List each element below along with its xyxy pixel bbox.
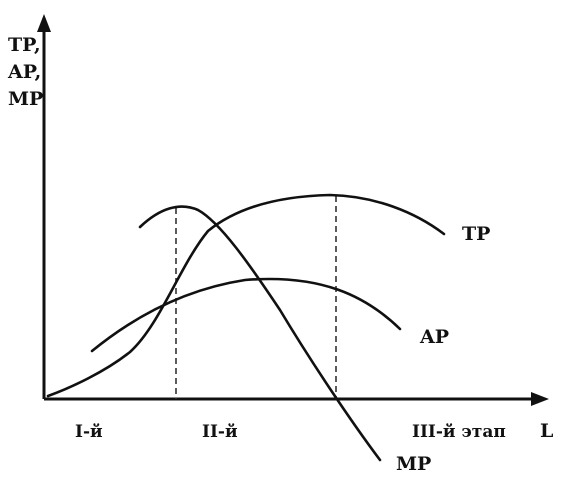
stage-1-label: I-й bbox=[75, 422, 103, 442]
stage-2-label: II-й bbox=[202, 422, 238, 442]
y-axis-label-line-3: MP bbox=[8, 88, 43, 110]
x-axis-arrow bbox=[531, 392, 549, 406]
y-axis-label-line-1: TP, bbox=[8, 34, 41, 56]
tp-curve bbox=[46, 193, 446, 398]
y-axis-arrow bbox=[37, 14, 51, 32]
mp-curve-label: MP bbox=[396, 453, 431, 475]
ap-curve bbox=[90, 277, 402, 353]
stage-3-label: III-й этап bbox=[412, 422, 506, 442]
ap-curve-label: AP bbox=[419, 326, 449, 348]
x-axis-label: L bbox=[540, 420, 553, 442]
y-axis-label-line-2: AP, bbox=[7, 61, 41, 83]
mp-curve bbox=[138, 205, 382, 462]
tp-curve-label: TP bbox=[462, 223, 490, 245]
